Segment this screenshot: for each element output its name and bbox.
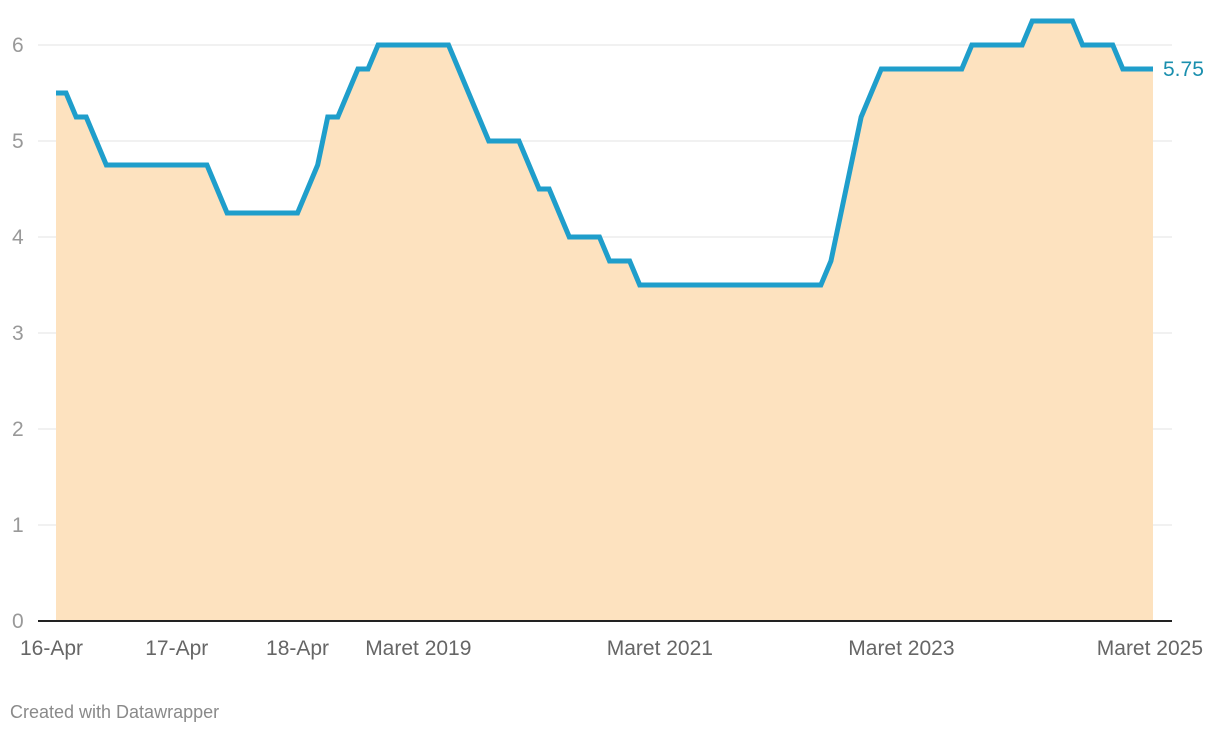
y-tick-label: 5 <box>12 130 24 153</box>
x-tick-label: Maret 2025 <box>1097 637 1203 660</box>
x-tick-label: 18-Apr <box>266 637 329 660</box>
x-tick-label: 16-Apr <box>20 637 83 660</box>
y-tick-label: 2 <box>12 418 24 441</box>
credit-text: Created with Datawrapper <box>10 702 220 722</box>
area-fill <box>56 21 1153 621</box>
y-tick-label: 3 <box>12 322 24 345</box>
x-tick-label: Maret 2019 <box>365 637 471 660</box>
y-tick-label: 0 <box>12 610 24 633</box>
x-axis-ticks: 16-Apr 17-Apr 18-Apr Maret 2019 Maret 2021 Ma… <box>20 637 1203 660</box>
x-tick-label: Maret 2021 <box>607 637 713 660</box>
y-tick-label: 4 <box>12 226 24 249</box>
y-tick-label: 6 <box>12 34 24 57</box>
x-tick-label: Maret 2023 <box>848 637 954 660</box>
x-tick-label: 17-Apr <box>145 637 208 660</box>
end-value-label: 5.75 <box>1163 58 1204 81</box>
y-tick-label: 1 <box>12 514 24 537</box>
y-axis-ticks: 0 1 2 3 4 5 6 <box>12 34 24 633</box>
series-line <box>56 18 1153 288</box>
